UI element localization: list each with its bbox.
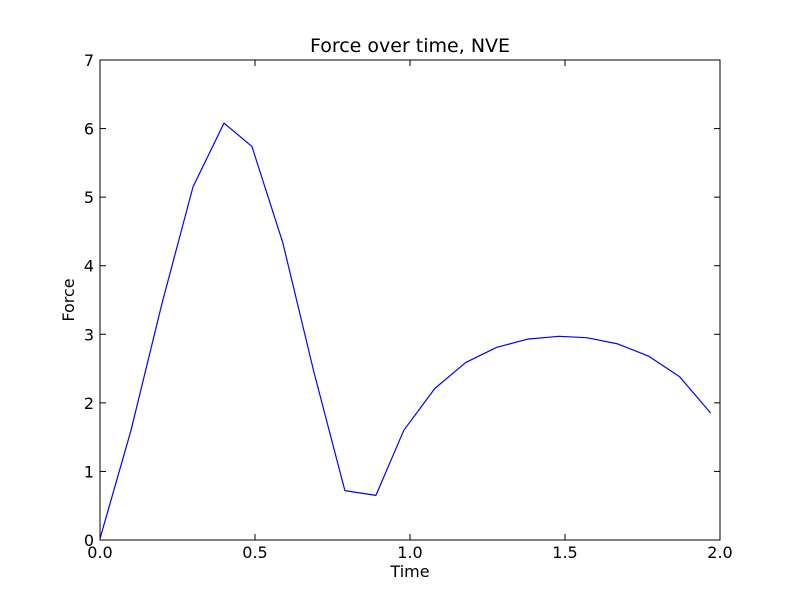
y-tick-label: 2 <box>84 394 94 413</box>
y-tick-label: 1 <box>84 462 94 481</box>
y-tick-label: 4 <box>84 257 94 276</box>
y-tick-label: 0 <box>84 531 94 550</box>
series-layer <box>99 122 712 539</box>
x-tick-label: 1.5 <box>552 543 577 562</box>
chart-title: Force over time, NVE <box>310 35 510 57</box>
y-tick-label: 3 <box>84 325 94 344</box>
x-tick-label: 0.5 <box>242 543 267 562</box>
y-tick-label: 6 <box>84 120 94 139</box>
x-axis-title: Time <box>389 562 429 581</box>
x-tick-label: 2.0 <box>707 543 732 562</box>
y-tick-label: 7 <box>84 51 94 70</box>
x-tick-label: 0.0 <box>87 543 112 562</box>
y-axis-title: Force <box>59 278 78 321</box>
tick-layer: 0.0 0.5 1.0 1.5 2.0 0 1 2 3 4 5 6 7 <box>84 51 733 562</box>
x-tick-label: 1.0 <box>397 543 422 562</box>
y-tick-label: 5 <box>84 188 94 207</box>
series-line-0 <box>99 122 712 539</box>
